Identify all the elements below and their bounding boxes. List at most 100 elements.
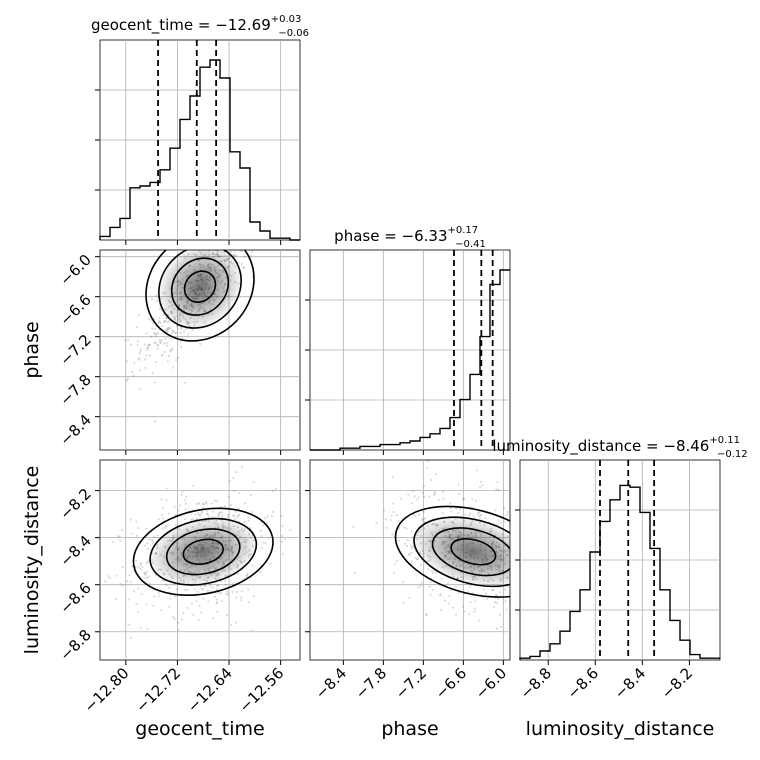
contour-line bbox=[450, 538, 497, 566]
sample-point bbox=[536, 531, 538, 533]
sample-point bbox=[145, 332, 148, 335]
sample-point bbox=[205, 509, 208, 513]
sample-point bbox=[385, 526, 388, 529]
sample-point bbox=[541, 531, 543, 533]
sample-point bbox=[544, 547, 546, 549]
sample-point bbox=[243, 520, 246, 523]
sample-point bbox=[224, 240, 226, 242]
sample-point bbox=[252, 480, 255, 484]
sample-point bbox=[240, 599, 243, 602]
sample-point bbox=[190, 602, 193, 605]
sample-point bbox=[152, 595, 156, 598]
sample-point bbox=[503, 520, 506, 523]
sample-point bbox=[151, 327, 154, 330]
sample-point bbox=[535, 567, 537, 569]
sample-point bbox=[439, 593, 442, 596]
sample-point bbox=[223, 237, 225, 239]
sample-point bbox=[213, 243, 215, 245]
sample-point bbox=[545, 563, 547, 565]
sample-point bbox=[525, 533, 527, 535]
sample-point bbox=[137, 358, 140, 361]
title-luminosity-distance: luminosity_distance = −8.46+0.11 −0.12 bbox=[492, 435, 747, 460]
sample-point bbox=[463, 498, 466, 501]
sample-point bbox=[234, 232, 236, 234]
sample-point bbox=[524, 570, 526, 572]
sample-point bbox=[249, 493, 253, 496]
sample-point bbox=[494, 509, 497, 512]
sample-point bbox=[286, 167, 288, 169]
sample-point bbox=[242, 237, 244, 239]
sample-point bbox=[448, 595, 451, 598]
sample-point bbox=[450, 510, 453, 513]
sample-point bbox=[392, 571, 396, 574]
sample-point bbox=[433, 491, 437, 494]
sample-point bbox=[408, 552, 411, 555]
sample-point bbox=[469, 601, 472, 604]
sample-point bbox=[419, 584, 422, 588]
sample-point bbox=[200, 512, 203, 515]
x-tick-label: −12.64 bbox=[184, 664, 236, 716]
sample-point bbox=[146, 627, 149, 631]
sample-point bbox=[475, 469, 479, 472]
sample-point bbox=[125, 579, 129, 583]
sample-point bbox=[132, 590, 136, 593]
sample-point bbox=[261, 436, 263, 438]
sample-point bbox=[192, 484, 195, 487]
sample-point bbox=[266, 213, 268, 215]
x-tick-label: −6.0 bbox=[472, 664, 510, 702]
sample-point bbox=[415, 498, 418, 501]
sample-point bbox=[177, 356, 180, 360]
sample-point bbox=[200, 510, 203, 513]
ylabel-phase: phase bbox=[21, 321, 43, 378]
sample-point bbox=[153, 420, 157, 423]
sample-point bbox=[135, 534, 139, 538]
sample-point bbox=[262, 541, 265, 544]
sample-point bbox=[199, 611, 203, 614]
sample-point bbox=[140, 562, 143, 565]
sample-point bbox=[249, 254, 252, 258]
sample-point bbox=[196, 502, 199, 506]
sample-point bbox=[138, 352, 141, 355]
sample-point bbox=[524, 595, 526, 597]
sample-point bbox=[479, 480, 483, 483]
sample-point bbox=[157, 592, 160, 595]
title-luminosity-sup: +0.11 bbox=[709, 435, 740, 446]
sample-point bbox=[173, 505, 176, 509]
sample-point bbox=[184, 589, 187, 592]
x-tick-label: −12.56 bbox=[235, 664, 287, 716]
sample-point bbox=[259, 571, 263, 574]
title-phase-sub: −0.41 bbox=[455, 239, 486, 250]
contour-group bbox=[132, 507, 274, 597]
sample-point bbox=[235, 516, 238, 519]
sample-point bbox=[263, 517, 267, 520]
sample-point bbox=[577, 569, 579, 571]
sample-point bbox=[280, 515, 283, 518]
sample-point bbox=[215, 598, 219, 601]
sample-point bbox=[492, 606, 496, 609]
sample-point bbox=[173, 595, 176, 598]
y-tick-label: −6.6 bbox=[56, 291, 94, 329]
sample-point bbox=[154, 360, 157, 364]
sample-point bbox=[429, 581, 432, 584]
sample-point bbox=[167, 354, 171, 357]
sample-point bbox=[271, 510, 275, 513]
sample-point bbox=[477, 513, 480, 516]
sample-point bbox=[170, 338, 173, 341]
sample-point bbox=[402, 601, 405, 605]
sample-point bbox=[437, 498, 441, 501]
sample-point bbox=[398, 520, 401, 523]
sample-point bbox=[512, 556, 514, 558]
sample-point bbox=[575, 579, 577, 581]
sample-point bbox=[242, 216, 244, 218]
sample-point bbox=[221, 240, 223, 242]
sample-point bbox=[513, 575, 515, 577]
sample-point bbox=[171, 330, 175, 333]
sample-point bbox=[224, 579, 227, 583]
sample-point bbox=[229, 234, 231, 236]
sample-point bbox=[523, 619, 525, 621]
sample-point bbox=[505, 608, 508, 611]
x-tick-label: −8.6 bbox=[564, 664, 602, 702]
sample-point bbox=[464, 513, 467, 517]
sample-point bbox=[217, 592, 220, 595]
sample-point bbox=[259, 564, 262, 567]
